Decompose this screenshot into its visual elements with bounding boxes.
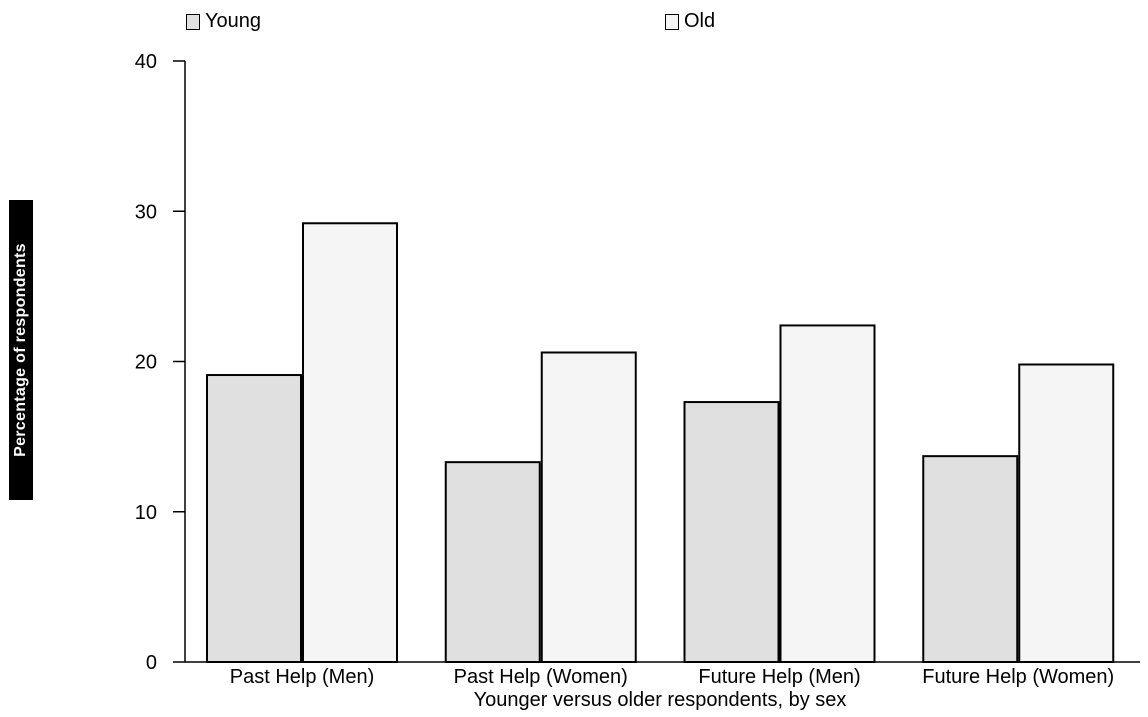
- x-tick-label-1: Past Help (Women): [454, 666, 628, 688]
- bar-young-3: [922, 455, 1019, 663]
- y-axis-label-box: Percentage of respondents: [9, 200, 33, 500]
- legend-label-old: Old: [684, 10, 716, 32]
- x-tick-label-3: Future Help (Women): [922, 666, 1114, 688]
- legend-item-young: Young: [186, 10, 261, 33]
- legend-item-old: Old: [665, 10, 715, 33]
- y-tick-label-10: 10: [135, 502, 157, 524]
- bar-young-0: [206, 374, 302, 663]
- bar-old-3: [1018, 363, 1115, 663]
- bar-young-2: [683, 401, 780, 663]
- bar-young-1: [444, 461, 541, 664]
- legend-swatch-young: [186, 13, 200, 30]
- y-tick-label-40: 40: [135, 51, 157, 73]
- bar-old-2: [779, 324, 876, 663]
- y-tick-label-30: 30: [135, 201, 157, 223]
- y-tick-label-20: 20: [135, 352, 157, 374]
- bar-old-0: [302, 222, 398, 664]
- bar-old-1: [540, 351, 637, 663]
- x-tick-label-2: Future Help (Men): [698, 666, 860, 688]
- x-tick-label-0: Past Help (Men): [230, 666, 375, 688]
- legend-label-young: Young: [205, 10, 261, 32]
- x-axis-label: Younger versus older respondents, by sex: [473, 689, 847, 711]
- y-tick-label-0: 0: [146, 652, 157, 674]
- legend-swatch-old: [665, 13, 679, 30]
